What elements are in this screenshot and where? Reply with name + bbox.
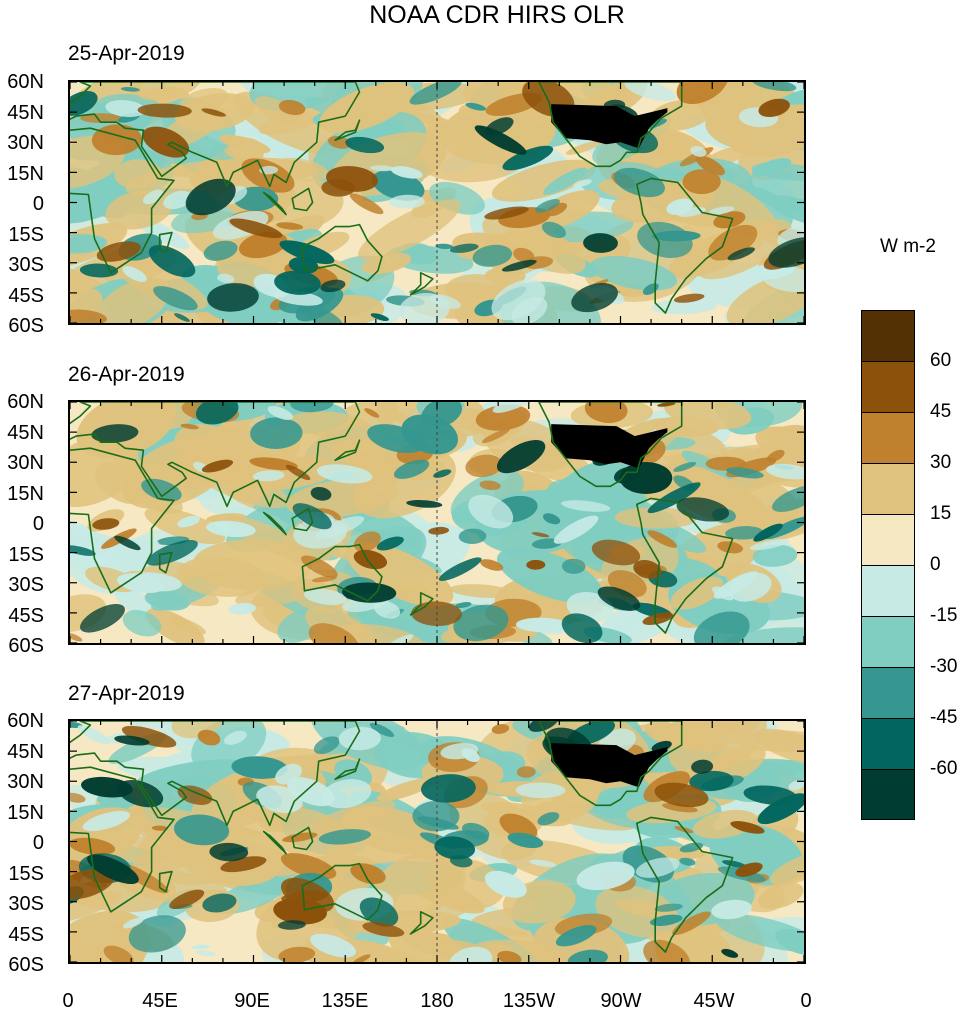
panel-date-label: 25-Apr-2019	[68, 42, 185, 65]
latitude-tick-label: 60N	[7, 391, 44, 413]
olr-anomaly-map	[68, 80, 806, 325]
colorbar-units: W m-2	[880, 236, 936, 257]
latitude-tick-label: 15S	[8, 862, 44, 885]
colorbar-swatch	[862, 770, 914, 819]
longitude-tick-label: 90W	[600, 990, 642, 1012]
colorbar-tick-label: 0	[930, 554, 941, 575]
longitude-tick-label: 0	[800, 990, 812, 1012]
latitude-tick-label: 0	[32, 832, 44, 854]
longitude-tick-label: 0	[62, 990, 74, 1012]
latitude-tick-label: 45S	[8, 923, 44, 946]
latitude-tick-label: 0	[32, 193, 44, 215]
longitude-tick-label: 135W	[502, 990, 556, 1012]
colorbar-swatch	[862, 311, 914, 362]
latitude-tick-label: 15N	[7, 801, 44, 824]
longitude-tick-label: 180	[420, 990, 454, 1012]
latitude-tick-label: 45N	[7, 101, 44, 124]
latitude-tick-label: 30N	[7, 132, 44, 154]
latitude-tick-label: 45S	[8, 284, 44, 307]
colorbar-swatch	[862, 413, 914, 464]
panel-date-label: 27-Apr-2019	[68, 682, 185, 705]
colorbar-tick-label: -30	[930, 656, 958, 677]
latitude-tick-label: 15S	[8, 543, 44, 566]
colorbar-tick-label: 60	[930, 350, 952, 371]
olr-anomaly-map	[68, 719, 806, 964]
longitude-tick-label: 90E	[234, 990, 270, 1012]
colorbar-swatch	[862, 617, 914, 668]
colorbar-tick-label: -60	[930, 758, 958, 779]
colorbar-swatch	[862, 566, 914, 617]
colorbar-swatch	[862, 515, 914, 566]
longitude-tick-label: 135E	[321, 990, 369, 1012]
latitude-tick-label: 60N	[7, 71, 44, 93]
colorbar-tick-label: -15	[930, 605, 958, 626]
latitude-tick-label: 60N	[7, 710, 44, 732]
longitude-tick-label: 45W	[693, 990, 735, 1012]
figure-title: NOAA CDR HIRS OLR	[369, 1, 625, 29]
latitude-tick-label: 15N	[7, 482, 44, 505]
longitude-tick-label: 45E	[142, 990, 178, 1012]
colorbar-swatch	[862, 464, 914, 515]
colorbar-tick-label: -45	[930, 707, 958, 728]
latitude-tick-label: 30N	[7, 452, 44, 474]
latitude-tick-label: 45S	[8, 604, 44, 627]
latitude-tick-label: 45N	[7, 421, 44, 444]
latitude-tick-label: 45N	[7, 740, 44, 763]
latitude-tick-label: 60S	[8, 315, 44, 337]
latitude-tick-label: 30S	[8, 254, 44, 276]
colorbar-tick-label: 30	[930, 452, 952, 473]
latitude-tick-label: 30S	[8, 893, 44, 915]
latitude-tick-label: 30S	[8, 574, 44, 596]
latitude-tick-label: 60S	[8, 954, 44, 976]
latitude-tick-label: 30N	[7, 771, 44, 793]
colorbar-swatch	[862, 719, 914, 770]
latitude-tick-label: 15S	[8, 223, 44, 246]
colorbar	[861, 310, 915, 820]
colorbar-tick-label: 15	[930, 503, 952, 524]
panel-date-label: 26-Apr-2019	[68, 363, 185, 386]
olr-anomaly-map	[68, 400, 806, 645]
colorbar-swatch	[862, 362, 914, 413]
colorbar-swatch	[862, 668, 914, 719]
latitude-tick-label: 15N	[7, 162, 44, 185]
latitude-tick-label: 60S	[8, 635, 44, 657]
colorbar-tick-label: 45	[930, 401, 952, 422]
latitude-tick-label: 0	[32, 513, 44, 535]
